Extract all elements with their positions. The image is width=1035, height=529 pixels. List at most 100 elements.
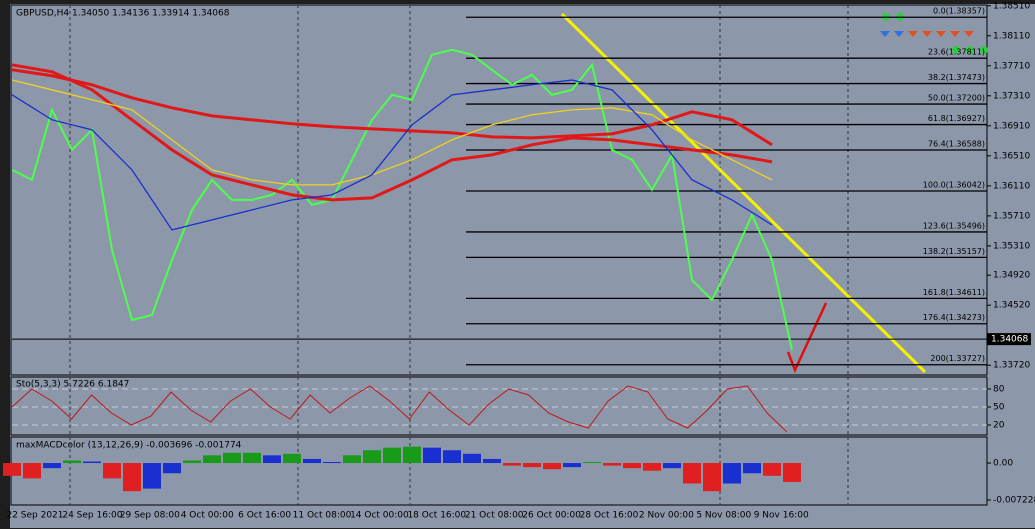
histogram-bar [523, 463, 541, 468]
x-tick-label: 11 Oct 08:00 [293, 511, 352, 521]
chart-title: GBPUSD,H4 1.34050 1.34136 1.33914 1.3406… [16, 9, 230, 19]
histogram-bar [723, 463, 741, 484]
icon [908, 31, 974, 37]
x-tick-label: 24 Sep 16:00 [62, 511, 122, 521]
y-tick-label: 1.34920 [993, 271, 1030, 281]
series-line [11, 63, 773, 202]
histogram-bar [263, 455, 281, 464]
histogram-bar [243, 452, 261, 464]
histogram-bar [123, 463, 141, 492]
fib-label: 0.0(1.38357) [933, 7, 985, 16]
series-line [11, 79, 773, 231]
histogram-bar [43, 463, 61, 469]
histogram-bar [603, 463, 621, 466]
y-tick-label: 1.35310 [993, 241, 1030, 251]
histogram-bar [763, 463, 781, 476]
y-tick-label: 0.00 [993, 459, 1013, 469]
histogram-bar [163, 463, 181, 474]
histogram-bar [623, 463, 641, 469]
current-price-box [987, 333, 1031, 346]
histogram-bar [103, 463, 121, 479]
current-price-label: 1.34068 [991, 335, 1028, 345]
histogram-bar [3, 463, 21, 476]
fib-label: 176.4(1.34273) [923, 313, 985, 322]
histogram-bar [343, 455, 361, 464]
histogram-bar [503, 463, 521, 466]
x-tick-label: 29 Sep 08:00 [120, 511, 180, 521]
y-tick-label: 1.36510 [993, 151, 1030, 161]
vertical-grid [69, 5, 849, 505]
histogram-bar [223, 452, 241, 464]
y-tick-label: 80 [993, 385, 1005, 395]
x-tick-label: 6 Oct 16:00 [238, 511, 291, 521]
y-tick-label: 1.37310 [993, 91, 1030, 101]
y-tick-label: 20 [993, 421, 1005, 431]
y-tick-label: -0.007228 [993, 496, 1035, 506]
fib-label: 100.0(1.36042) [923, 180, 985, 189]
y-tick-label: 1.38510 [993, 1, 1030, 11]
x-tick-label: 4 Oct 00:00 [181, 511, 234, 521]
x-tick-label: 2 Nov 00:00 [639, 511, 694, 521]
histogram-bar [583, 462, 601, 464]
x-tick-label: 18 Oct 16:00 [407, 511, 466, 521]
histogram-bar [563, 463, 581, 468]
main-pane [10, 4, 988, 376]
histogram-bar [323, 462, 341, 464]
icon [980, 46, 988, 54]
x-tick-label: 26 Oct 00:00 [522, 511, 581, 521]
macd-title: maxMACDcolor (13,12,26,9) -0.003696 -0.0… [16, 441, 242, 451]
histogram-bar [403, 446, 421, 464]
series-line [11, 48, 793, 351]
icon [952, 46, 960, 54]
y-tick-label: 1.36110 [993, 181, 1030, 191]
histogram-bar [743, 463, 761, 474]
icon [966, 46, 974, 54]
x-tick-label: 5 Nov 08:00 [696, 511, 751, 521]
histogram-bar [423, 447, 441, 464]
histogram-bar [283, 453, 301, 464]
x-tick-label: 9 Nov 16:00 [754, 511, 809, 521]
x-tick-label: 21 Oct 08:00 [465, 511, 524, 521]
fib-label: 76.4(1.36588) [928, 139, 985, 148]
y-tick-label: 1.33720 [993, 361, 1030, 371]
histogram-bar [483, 458, 501, 464]
x-tick-label: 14 Oct 00:00 [350, 511, 409, 521]
fib-label: 138.2(1.35157) [923, 247, 985, 256]
y-tick-label: 1.37710 [993, 61, 1030, 71]
y-tick-label: 1.35710 [993, 211, 1030, 221]
series-line [11, 385, 788, 433]
histogram-bar [63, 460, 81, 464]
histogram-bar [463, 453, 481, 464]
x-tick-label: 28 Oct 16:00 [580, 511, 639, 521]
histogram-bar [83, 461, 101, 464]
histogram-bar [703, 463, 721, 492]
fib-label: 123.6(1.35496) [923, 221, 985, 230]
histogram-bar [663, 463, 681, 469]
histogram-bar [783, 463, 801, 482]
fib-label: 23.6(1.37811) [928, 48, 985, 57]
sto-pane [10, 376, 988, 436]
histogram-bar [683, 463, 701, 484]
y-tick-label: 50 [993, 403, 1005, 413]
histogram-bar [543, 463, 561, 470]
y-tick-label: 1.34520 [993, 301, 1030, 311]
fib-label: 50.0(1.37200) [928, 94, 985, 103]
fib-label: 38.2(1.37473) [928, 73, 985, 82]
x-tick-label: 22 Sep 2021 [6, 511, 63, 521]
fib-label: 61.8(1.36927) [928, 114, 985, 123]
trend-line [560, 12, 927, 374]
histogram-bar [643, 463, 661, 471]
fib-label: 161.8(1.34611) [923, 288, 985, 297]
background [10, 4, 1035, 528]
histogram-bar [383, 447, 401, 464]
histogram-bar [23, 463, 41, 479]
sto-title: Sto(5,3,3) 5.7226 6.1847 [16, 380, 129, 390]
y-tick-label: 1.38110 [993, 31, 1030, 41]
histogram-bar [303, 458, 321, 464]
histogram-bar [183, 460, 201, 464]
histogram-bar [203, 455, 221, 464]
arrow [786, 302, 828, 374]
histogram-bar [143, 463, 161, 489]
